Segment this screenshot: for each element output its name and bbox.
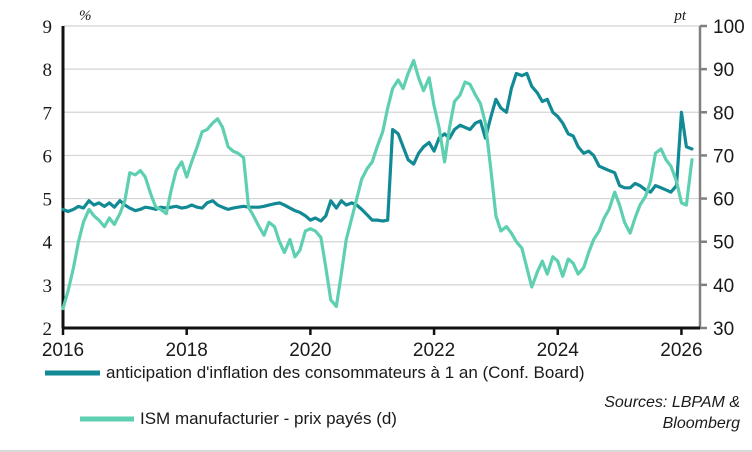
series-line-2 — [61, 58, 694, 311]
x-axis-tick-label: 2022 — [413, 340, 455, 361]
sources-line-1: Sources: LBPAM & — [604, 394, 740, 411]
right-axis-tick-label: 30 — [713, 319, 734, 340]
right-axis-tick-label: 60 — [713, 190, 734, 211]
x-axis-tick-label: 2020 — [289, 340, 331, 361]
left-axis-tick-label: 3 — [43, 276, 53, 297]
left-axis: 2 3 4 5 6 7 8 9% — [43, 8, 92, 340]
sources-line-2: Bloomberg — [663, 415, 740, 432]
right-axis: 30 40 50 60 70 80 90 100 pt — [673, 8, 744, 340]
left-axis-unit-label: % — [79, 8, 92, 24]
left-axis-tick-label: 9 — [43, 17, 53, 38]
x-axis-tick-label: 2024 — [537, 340, 580, 361]
sources-note: Sources: LBPAM & Bloomberg — [604, 394, 740, 432]
x-axis-tick-label: 2016 — [42, 340, 84, 361]
x-axis-tick-label: 2026 — [660, 340, 702, 361]
x-axis: 2016 2018 2020 2022 2024 2026 — [42, 326, 703, 361]
left-axis-tick-label: 6 — [43, 146, 53, 167]
right-axis-tick-label: 50 — [713, 233, 734, 254]
legend-label-2: ISM manufacturier - prix payés (d) — [140, 409, 397, 428]
right-axis-tick-label: 100 — [713, 17, 745, 38]
left-axis-tick-label: 8 — [43, 60, 53, 81]
legend-label-1: anticipation d'inflation des consommateu… — [106, 363, 585, 382]
series-lines — [61, 58, 694, 311]
gridlines — [63, 25, 700, 286]
left-axis-tick-label: 5 — [43, 190, 53, 211]
right-axis-tick-label: 40 — [713, 276, 734, 297]
left-axis-tick-label: 7 — [43, 103, 53, 124]
left-axis-tick-label: 4 — [43, 233, 53, 254]
left-axis-tick-label: 2 — [43, 319, 53, 340]
right-axis-tick-label: 80 — [713, 103, 734, 124]
x-axis-tick-label: 2018 — [166, 340, 208, 361]
right-axis-unit-label: pt — [673, 8, 687, 24]
chart-legend: anticipation d'inflation des consommateu… — [45, 363, 585, 428]
right-axis-tick-label: 70 — [713, 146, 734, 167]
right-axis-tick-label: 90 — [713, 60, 734, 81]
